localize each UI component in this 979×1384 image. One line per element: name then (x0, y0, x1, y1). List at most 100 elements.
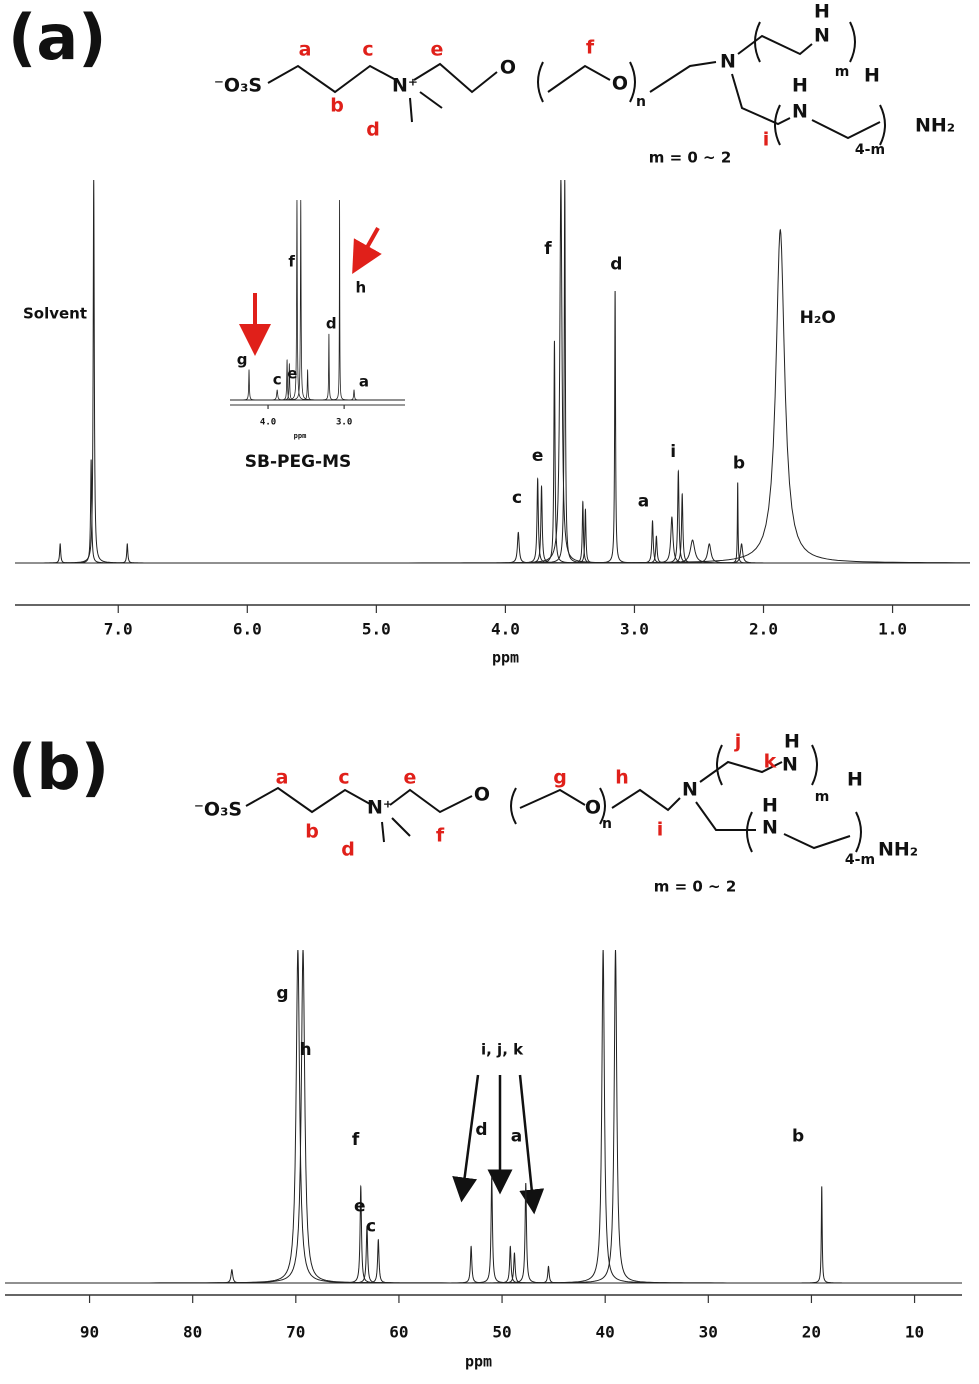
position-label: d (341, 839, 355, 861)
peak-label: Solvent (23, 305, 87, 323)
position-label: a (276, 767, 289, 789)
x-tick-label: 10 (905, 1323, 924, 1342)
x-tick-label: 40 (596, 1323, 615, 1342)
atom-label: O (500, 57, 516, 79)
atom-label: O (585, 797, 601, 819)
position-label: i (657, 819, 664, 841)
peak (415, 531, 622, 564)
position-label: f (586, 37, 595, 59)
peak-label: i, j, k (481, 1040, 524, 1058)
position-label: b (305, 821, 319, 843)
structure-bonds (245, 744, 862, 853)
plot-area (15, 180, 970, 564)
peak (448, 950, 758, 1284)
panel-label: (a) (8, 1, 107, 74)
atom-label: H (762, 795, 778, 817)
peak (515, 543, 903, 564)
position-label: f (436, 825, 445, 847)
arrows (239, 227, 545, 1215)
condition: m = 0 ~ 2 (649, 149, 732, 167)
x-tick-label: 50 (492, 1323, 511, 1342)
x-axis-label: ppm (465, 1353, 492, 1371)
peak (409, 1176, 575, 1284)
x-tick-label: 4.0 (491, 620, 520, 639)
atom-label: N⁺ (367, 797, 393, 819)
atom-label: H (847, 769, 863, 791)
x-tick-label: 20 (802, 1323, 821, 1342)
x-axis-label: ppm (492, 649, 519, 667)
peak (518, 500, 648, 564)
atom-label: ⁻O₃S (194, 799, 242, 821)
atom-label: O (474, 784, 490, 806)
x-tick-label: 7.0 (104, 620, 133, 639)
atom-label: N (762, 817, 778, 839)
peak (460, 950, 771, 1284)
peak (600, 469, 756, 564)
peak (489, 340, 619, 564)
atom-label: N (682, 779, 698, 801)
position-label: g (553, 767, 567, 789)
peak (443, 1182, 609, 1284)
atom-label: 4-m (855, 142, 885, 158)
position-label: k (764, 751, 777, 773)
peak (427, 1245, 593, 1284)
atom-label: m (835, 64, 850, 80)
peak-label: d (610, 254, 622, 274)
position-label: b (330, 95, 344, 117)
peak (298, 333, 360, 401)
peak (15, 543, 125, 564)
x-tick-label: 60 (389, 1323, 408, 1342)
peak-label: g (276, 983, 288, 1003)
x-tick-label: 1.0 (878, 620, 907, 639)
peak-label: H₂O (800, 308, 836, 328)
atom-label: n (636, 94, 646, 110)
peak (230, 389, 339, 401)
atom-label: N (792, 101, 808, 123)
position-label: c (362, 39, 373, 61)
peak-label: f (352, 1130, 360, 1150)
peak-label: d (475, 1120, 487, 1140)
inset-title: SB-PEG-MS (245, 452, 352, 472)
peak (434, 539, 951, 564)
position-label: e (404, 767, 417, 789)
position-label: h (615, 767, 629, 789)
atom-label: ⁻O₃S (214, 75, 262, 97)
x-axis-label: ppm (294, 432, 307, 440)
plot-area (5, 950, 962, 1284)
peak (62, 543, 192, 564)
peak (316, 200, 363, 401)
x-tick-label: 3.0 (620, 620, 649, 639)
peak-label: e (287, 365, 297, 383)
position-label: i (763, 129, 770, 151)
peak-label: c (273, 371, 282, 389)
peak (431, 180, 690, 564)
x-tick-label: 90 (80, 1323, 99, 1342)
atom-label: N⁺ (392, 75, 418, 97)
atom-label: H (864, 65, 880, 87)
atom-label: O (612, 73, 628, 95)
peak (264, 228, 970, 564)
position-label: c (338, 767, 349, 789)
peak (308, 389, 400, 401)
atom-label: NH₂ (915, 115, 955, 137)
x-tick-label: 6.0 (233, 620, 262, 639)
atom-label: H (814, 1, 830, 23)
peak (431, 1252, 597, 1284)
peak (295, 1238, 461, 1284)
x-tick-label: 5.0 (362, 620, 391, 639)
peak-label: e (532, 446, 544, 466)
peak (464, 484, 619, 564)
atom-label: H (792, 75, 808, 97)
atom-label: n (602, 816, 612, 832)
peak (29, 180, 159, 564)
peak-label: b (792, 1126, 804, 1146)
condition: m = 0 ~ 2 (654, 878, 737, 896)
plot-area (230, 200, 405, 401)
structure-bonds (267, 21, 886, 146)
position-label: j (734, 731, 742, 753)
peak-label: d (326, 315, 337, 333)
peak (128, 1269, 335, 1284)
atom-label: N (720, 51, 736, 73)
